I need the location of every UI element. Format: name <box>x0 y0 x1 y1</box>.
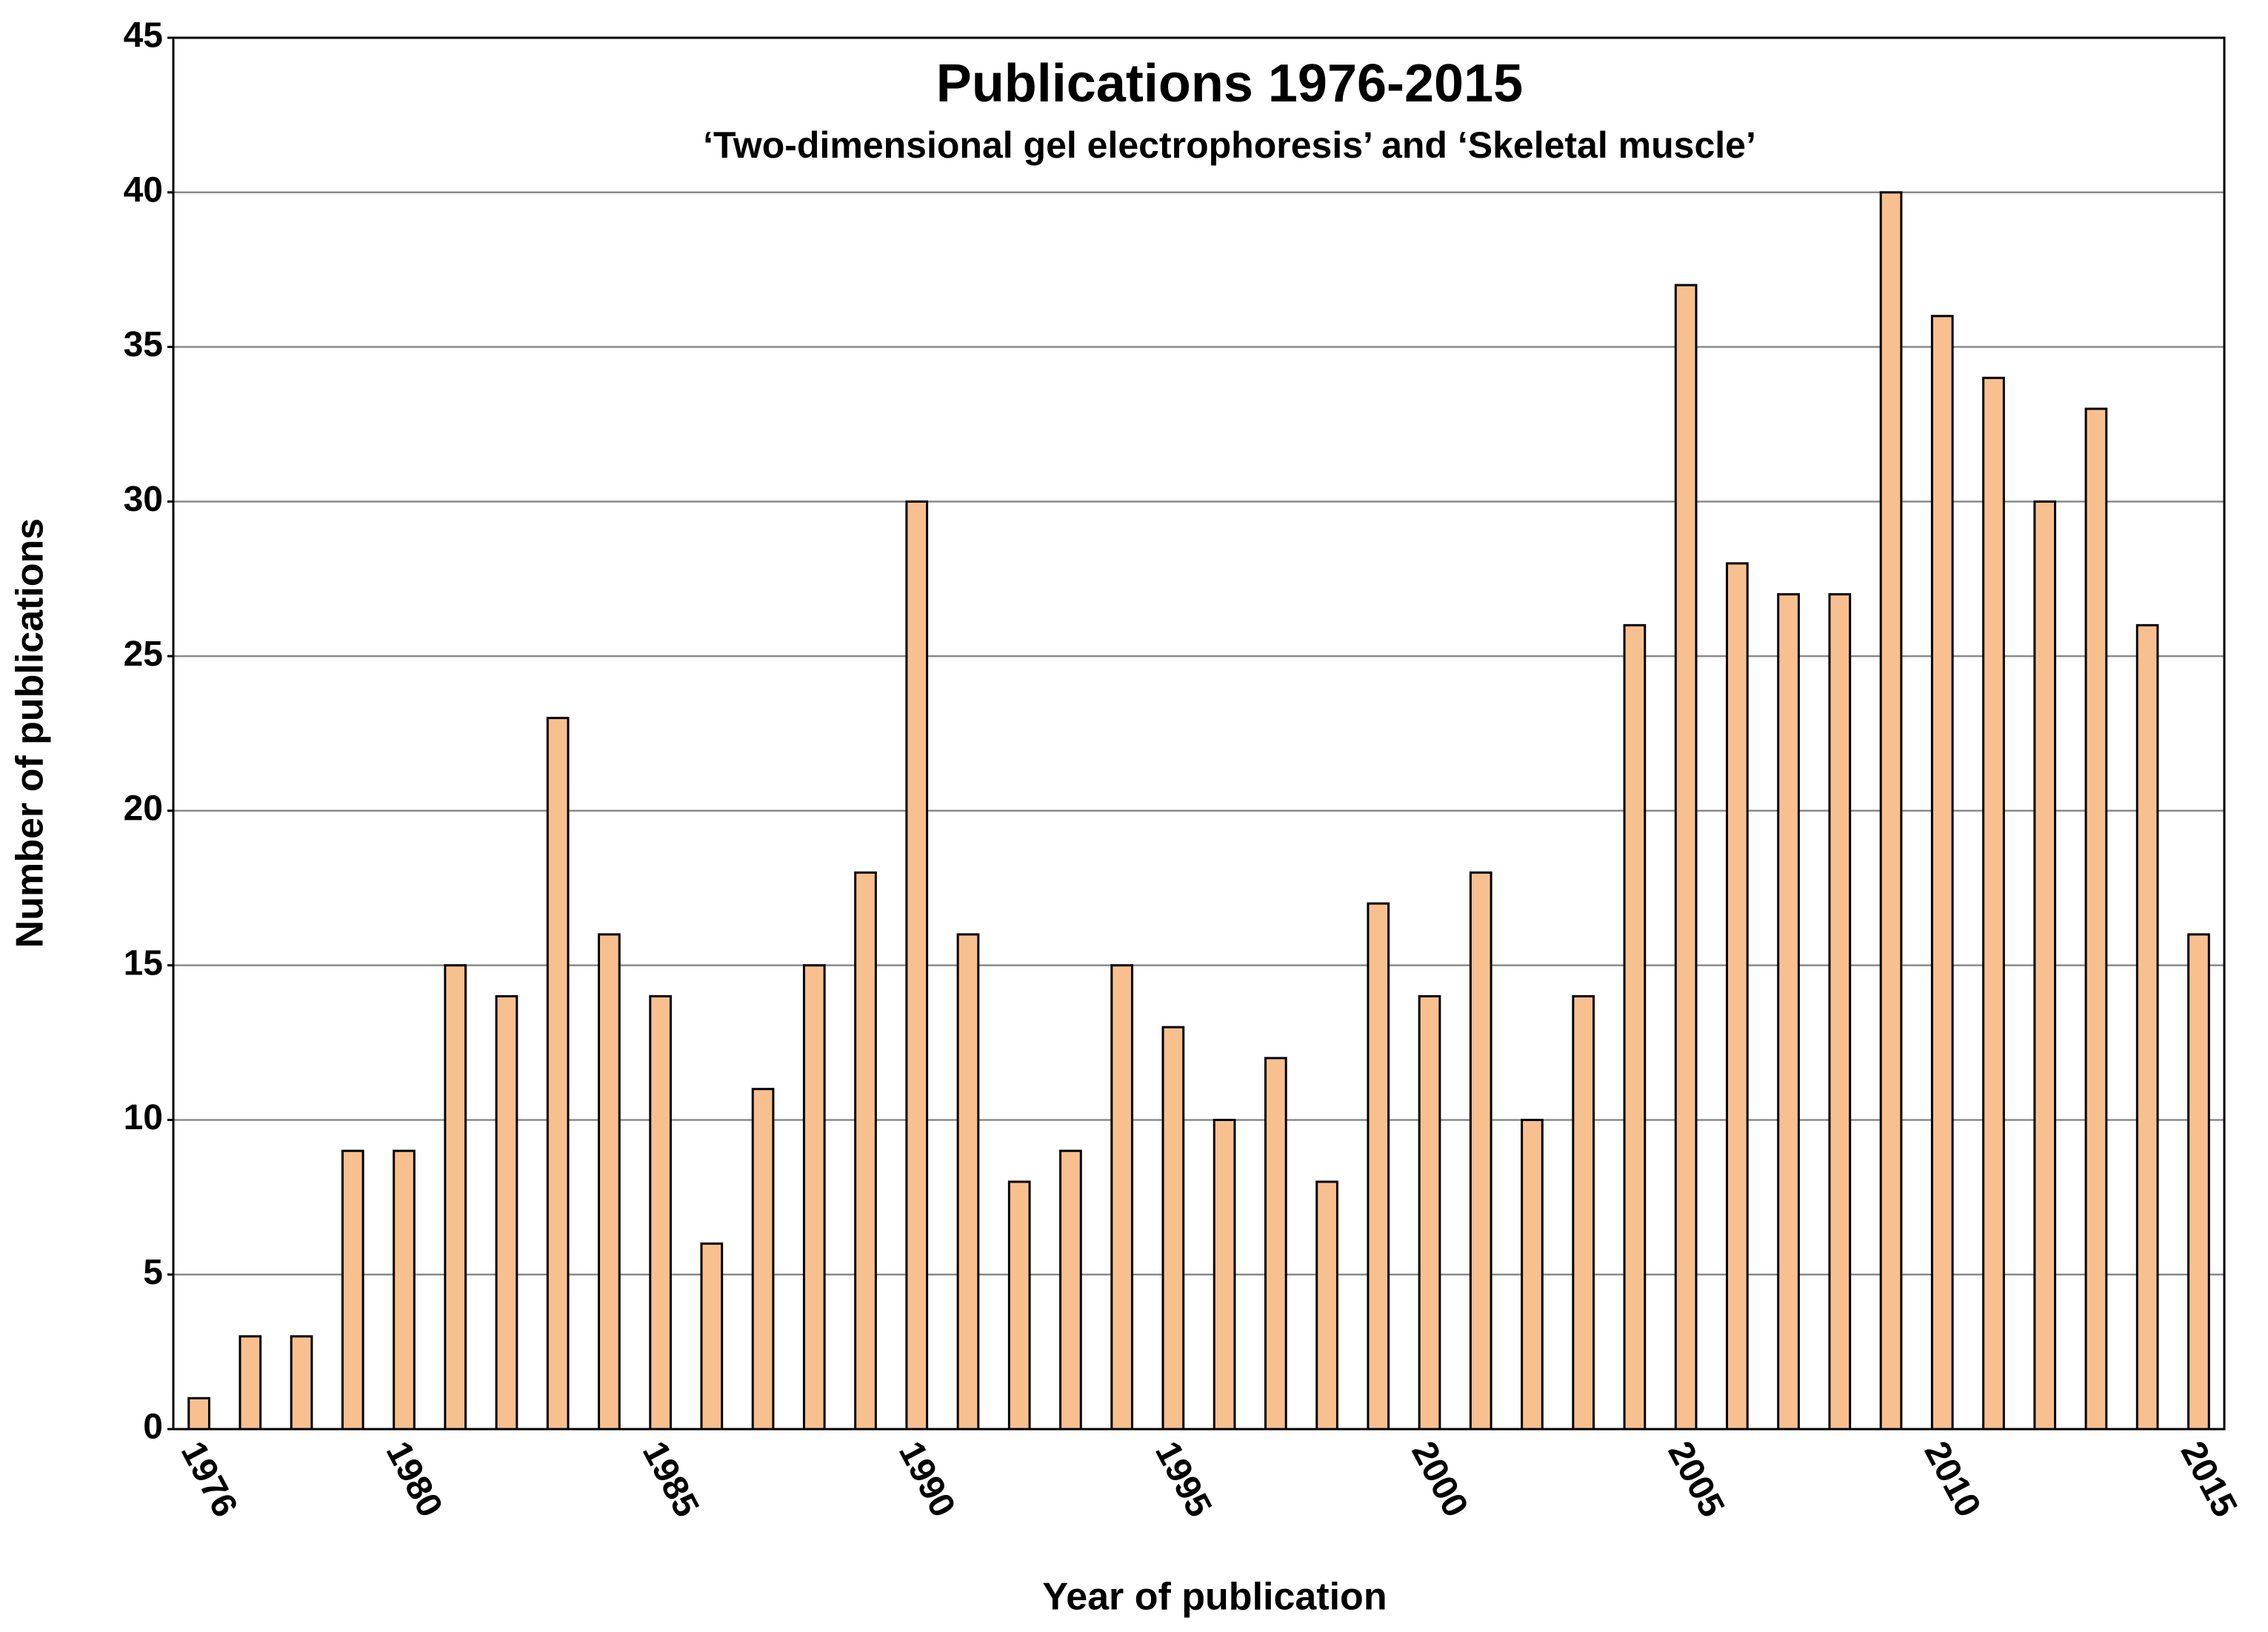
bar <box>495 994 518 1431</box>
y-axis-title: Number of publications <box>9 518 52 949</box>
bar <box>751 1088 775 1431</box>
bar <box>239 1335 262 1431</box>
x-tick-label: 2015 <box>2172 1435 2244 1523</box>
bar <box>1110 964 1134 1431</box>
y-tick-label: 20 <box>124 789 163 829</box>
bar <box>444 964 467 1431</box>
bar <box>1726 562 1749 1431</box>
bar <box>854 871 877 1431</box>
y-tick-label: 15 <box>124 943 163 983</box>
bar <box>1315 1180 1338 1431</box>
bar <box>1623 623 1647 1431</box>
x-tick-label: 2010 <box>1916 1435 1988 1523</box>
x-tick-label: 1995 <box>1147 1435 1219 1523</box>
bar <box>1469 871 1492 1431</box>
bar <box>1264 1057 1287 1431</box>
y-tick-label: 30 <box>124 480 163 519</box>
plot-area <box>173 38 2224 1429</box>
chart-title: Publications 1976-2015 <box>936 54 1523 113</box>
chart-subtitle: ‘Two-dimensional gel electrophoresis’ an… <box>703 124 1756 166</box>
bar <box>649 994 672 1431</box>
x-tick-label: 2005 <box>1660 1435 1732 1523</box>
bar <box>1777 593 1800 1431</box>
bar <box>1930 315 1954 1431</box>
x-tick-label: 1990 <box>891 1435 963 1523</box>
bar <box>2135 623 2159 1431</box>
y-tick-label: 40 <box>124 170 163 210</box>
y-tick-label: 25 <box>124 635 163 674</box>
bar <box>1521 1118 1544 1431</box>
x-tick-label: 1980 <box>378 1435 450 1523</box>
bar <box>1161 1026 1185 1431</box>
x-tick-label: 1985 <box>635 1435 707 1523</box>
bar <box>2084 407 2108 1431</box>
bar <box>1982 376 2005 1431</box>
bar <box>1367 902 1390 1431</box>
y-tick-label: 45 <box>124 16 163 56</box>
bar <box>1879 191 1903 1431</box>
bar <box>1572 994 1595 1431</box>
bar <box>905 500 929 1431</box>
bar <box>956 933 980 1431</box>
bar <box>2187 933 2210 1431</box>
plot-frame <box>172 36 2226 1431</box>
bar <box>700 1242 724 1431</box>
bar <box>393 1149 416 1431</box>
bar <box>1674 284 1698 1431</box>
y-tick-label: 10 <box>124 1098 163 1137</box>
bar <box>290 1335 313 1431</box>
bar <box>598 933 621 1431</box>
y-tick-label: 0 <box>143 1408 163 1447</box>
x-axis-title: Year of publication <box>1042 1576 1387 1619</box>
x-tick-label: 2000 <box>1404 1435 1475 1523</box>
bar <box>546 717 570 1431</box>
bar <box>2033 500 2057 1431</box>
bar <box>1828 593 1852 1431</box>
bar <box>341 1149 364 1431</box>
bar <box>1418 994 1441 1431</box>
y-tick-label: 35 <box>124 325 163 364</box>
bar <box>802 964 826 1431</box>
y-tick-label: 5 <box>143 1253 163 1292</box>
bar <box>1059 1149 1082 1431</box>
bar <box>187 1397 210 1431</box>
bar <box>1007 1180 1031 1431</box>
bar <box>1213 1118 1236 1431</box>
x-tick-label: 1976 <box>173 1435 245 1523</box>
